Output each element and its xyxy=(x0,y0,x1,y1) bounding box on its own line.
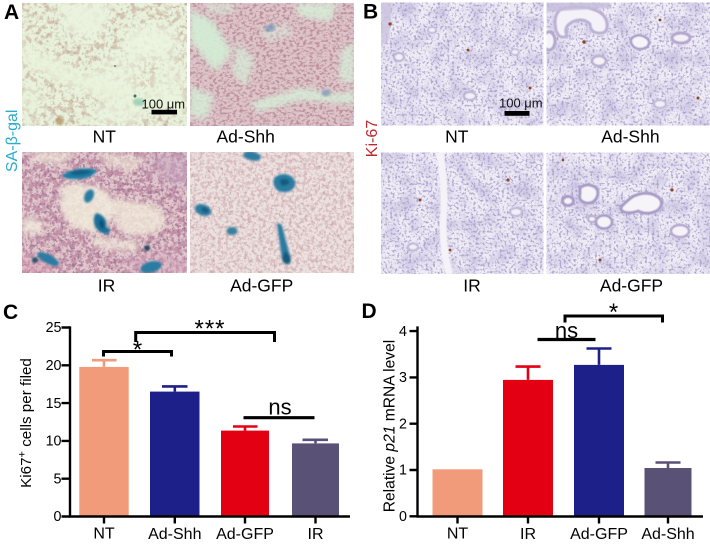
svg-text:*: * xyxy=(133,337,142,364)
svg-text:A: A xyxy=(4,1,19,24)
svg-text:ns: ns xyxy=(555,318,578,343)
svg-text:***: *** xyxy=(194,316,225,343)
svg-text:0: 0 xyxy=(399,509,407,525)
svg-text:Ad-Shh: Ad-Shh xyxy=(148,526,201,543)
svg-text:ns: ns xyxy=(268,395,291,420)
svg-text:Ad-GFP: Ad-GFP xyxy=(230,276,293,296)
svg-text:NT: NT xyxy=(447,526,469,543)
svg-text:Ad-GFP: Ad-GFP xyxy=(216,526,274,543)
svg-text:1: 1 xyxy=(399,463,407,479)
svg-text:Ad-GFP: Ad-GFP xyxy=(570,526,628,543)
svg-text:20: 20 xyxy=(46,358,62,374)
svg-text:IR: IR xyxy=(308,526,324,543)
svg-text:NT: NT xyxy=(445,126,469,146)
svg-text:Ad-Shh: Ad-Shh xyxy=(641,526,694,543)
svg-text:Ki-67: Ki-67 xyxy=(364,120,381,157)
svg-text:Relative p21 mRNA level: Relative p21 mRNA level xyxy=(382,340,399,513)
svg-text:Ad-GFP: Ad-GFP xyxy=(600,276,663,296)
svg-text:B: B xyxy=(363,1,378,24)
svg-text:C: C xyxy=(3,301,18,324)
svg-text:IR: IR xyxy=(520,526,536,543)
svg-text:5: 5 xyxy=(54,471,62,487)
svg-text:NT: NT xyxy=(93,526,115,543)
svg-text:SA-β-gal: SA-β-gal xyxy=(4,110,21,173)
svg-text:IR: IR xyxy=(98,276,116,296)
svg-text:4: 4 xyxy=(399,324,407,340)
svg-text:IR: IR xyxy=(463,276,481,296)
svg-text:15: 15 xyxy=(46,396,62,412)
svg-text:100 μm: 100 μm xyxy=(499,96,543,111)
svg-text:Ki67+ cells per filed: Ki67+ cells per filed xyxy=(17,358,36,488)
svg-text:NT: NT xyxy=(93,126,117,146)
svg-text:10: 10 xyxy=(46,434,62,450)
svg-text:100 μm: 100 μm xyxy=(142,97,186,112)
svg-text:2: 2 xyxy=(399,416,407,432)
svg-text:0: 0 xyxy=(54,509,62,525)
svg-text:D: D xyxy=(362,300,377,323)
svg-text:Ad-Shh: Ad-Shh xyxy=(601,126,659,146)
svg-text:3: 3 xyxy=(399,370,407,386)
svg-text:*: * xyxy=(609,299,618,326)
svg-text:25: 25 xyxy=(46,320,62,336)
svg-text:Ad-Shh: Ad-Shh xyxy=(217,126,275,146)
